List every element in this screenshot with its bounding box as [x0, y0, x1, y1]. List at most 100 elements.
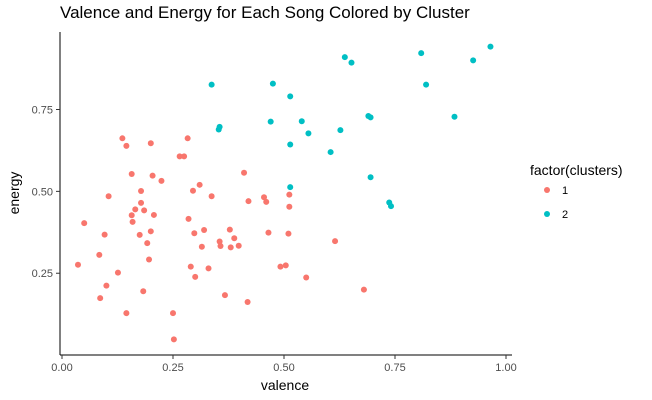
- data-point-cluster-1: [146, 256, 153, 263]
- data-point-cluster-1: [189, 187, 196, 194]
- data-points: [74, 43, 494, 343]
- data-point-cluster-2: [423, 81, 430, 88]
- data-point-cluster-1: [144, 240, 151, 247]
- data-point-cluster-1: [105, 193, 112, 200]
- data-point-cluster-1: [265, 229, 272, 236]
- data-point-cluster-1: [170, 310, 176, 317]
- data-point-cluster-1: [196, 181, 203, 188]
- data-point-cluster-1: [149, 172, 156, 179]
- data-point-cluster-1: [176, 153, 183, 160]
- data-point-cluster-2: [287, 184, 294, 191]
- data-point-cluster-1: [123, 310, 130, 317]
- data-point-cluster-1: [81, 220, 88, 227]
- data-point-cluster-2: [451, 113, 458, 120]
- x-tick-label: 0.00: [51, 362, 72, 374]
- data-point-cluster-1: [128, 212, 135, 219]
- x-tick-label: 1.00: [495, 362, 516, 374]
- data-point-cluster-1: [187, 263, 194, 270]
- data-point-cluster-1: [208, 193, 215, 200]
- data-point-cluster-2: [298, 118, 305, 125]
- data-point-cluster-2: [267, 118, 274, 125]
- data-point-cluster-2: [341, 54, 348, 61]
- data-point-cluster-1: [231, 235, 238, 242]
- legend-label-cluster-2: 2: [562, 209, 568, 221]
- data-point-cluster-2: [208, 81, 215, 88]
- data-point-cluster-1: [192, 273, 199, 280]
- chart-title: Valence and Energy for Each Song Colored…: [60, 3, 470, 22]
- x-tick-label: 0.25: [162, 362, 183, 374]
- data-point-cluster-2: [305, 130, 312, 137]
- data-point-cluster-1: [198, 243, 205, 250]
- data-point-cluster-2: [337, 127, 344, 134]
- data-point-cluster-1: [132, 206, 139, 213]
- data-point-cluster-1: [244, 299, 251, 306]
- data-point-cluster-1: [303, 274, 310, 281]
- data-point-cluster-1: [147, 228, 154, 235]
- data-point-cluster-1: [128, 171, 135, 178]
- data-point-cluster-2: [287, 93, 294, 100]
- data-point-cluster-1: [150, 211, 157, 218]
- data-point-cluster-1: [114, 269, 121, 276]
- data-point-cluster-2: [367, 114, 374, 121]
- plot-area: 0.00 0.25 0.50 0.75 1.00 0.25 0.50 0.75: [32, 32, 517, 374]
- data-point-cluster-1: [277, 263, 284, 270]
- data-point-cluster-1: [138, 199, 145, 206]
- data-point-cluster-1: [216, 238, 223, 245]
- x-axis-ticks: 0.00 0.25 0.50 0.75 1.00: [51, 355, 517, 374]
- data-point-cluster-1: [221, 292, 228, 299]
- data-point-cluster-1: [184, 135, 191, 142]
- data-point-cluster-2: [287, 141, 294, 148]
- data-point-cluster-1: [158, 177, 165, 184]
- data-point-cluster-1: [226, 226, 233, 233]
- data-point-cluster-1: [123, 142, 130, 149]
- data-point-cluster-1: [129, 218, 136, 225]
- y-tick-label: 0.25: [32, 268, 53, 280]
- y-axis-title: energy: [6, 172, 22, 215]
- data-point-cluster-2: [269, 80, 276, 87]
- data-point-cluster-1: [282, 262, 289, 269]
- data-point-cluster-1: [285, 230, 292, 237]
- data-point-cluster-1: [181, 153, 188, 160]
- data-point-cluster-1: [201, 227, 208, 234]
- data-point-cluster-1: [241, 169, 248, 176]
- data-point-cluster-1: [263, 198, 270, 205]
- data-point-cluster-1: [185, 215, 192, 222]
- data-point-cluster-1: [147, 140, 154, 147]
- data-point-cluster-1: [286, 203, 293, 210]
- data-point-cluster-2: [367, 174, 374, 181]
- legend-items: 12: [544, 185, 568, 221]
- data-point-cluster-1: [119, 135, 126, 142]
- y-tick-label: 0.50: [32, 186, 53, 198]
- data-point-cluster-1: [141, 207, 148, 214]
- data-point-cluster-1: [332, 238, 339, 245]
- data-point-cluster-2: [348, 59, 355, 66]
- data-point-cluster-1: [261, 194, 268, 201]
- data-point-cluster-2: [216, 123, 223, 130]
- y-axis-ticks: 0.25 0.50 0.75: [32, 104, 60, 280]
- data-point-cluster-1: [286, 191, 293, 198]
- data-point-cluster-1: [205, 265, 212, 272]
- data-point-cluster-2: [418, 50, 425, 57]
- data-point-cluster-1: [140, 288, 147, 295]
- legend-title: factor(clusters): [530, 162, 623, 178]
- data-point-cluster-1: [191, 230, 198, 237]
- data-point-cluster-1: [96, 251, 103, 258]
- data-point-cluster-2: [327, 149, 334, 156]
- data-point-cluster-1: [136, 231, 143, 238]
- data-point-cluster-1: [74, 261, 81, 268]
- data-point-cluster-1: [138, 188, 145, 195]
- x-tick-label: 0.50: [273, 362, 294, 374]
- data-point-cluster-1: [170, 336, 177, 343]
- legend-key-cluster-2: [544, 211, 550, 217]
- data-point-cluster-1: [103, 282, 110, 289]
- x-tick-label: 0.75: [384, 362, 405, 374]
- legend-label-cluster-1: 1: [562, 185, 568, 197]
- data-point-cluster-1: [245, 198, 252, 205]
- legend-key-cluster-1: [544, 187, 550, 193]
- data-point-cluster-1: [217, 243, 224, 250]
- x-axis-title: valence: [261, 377, 309, 393]
- data-point-cluster-2: [487, 43, 494, 50]
- data-point-cluster-1: [227, 244, 234, 251]
- data-point-cluster-2: [388, 203, 395, 210]
